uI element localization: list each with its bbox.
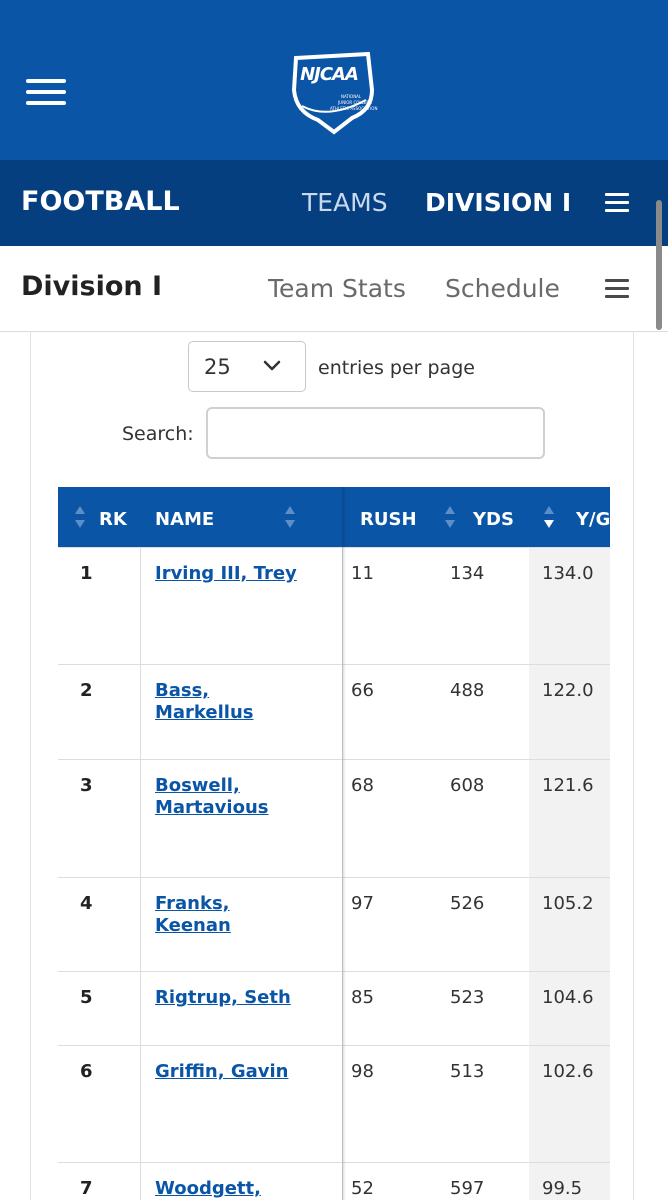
chevron-down-icon	[263, 360, 281, 371]
search-input[interactable]	[206, 407, 545, 459]
search-label: Search:	[122, 423, 194, 445]
cell-rush: 68	[351, 775, 374, 796]
sort-icon[interactable]	[74, 504, 86, 530]
cell-yds: 523	[450, 987, 485, 1008]
table-row: 5 Rigtrup, Seth 85 523 104.6	[58, 971, 610, 1045]
logo-wordmark: NJCAA	[300, 64, 359, 85]
cell-rank: 3	[80, 775, 93, 796]
logo-subtext: NATIONAL	[341, 94, 362, 99]
sort-icon[interactable]	[284, 504, 296, 530]
sub-nav-bar	[0, 246, 668, 332]
sort-icon[interactable]	[444, 504, 456, 530]
cell-yg: 99.5	[542, 1178, 583, 1199]
player-link[interactable]: Franks, Keenan	[155, 893, 231, 936]
entries-per-page-select[interactable]: 25	[188, 341, 306, 392]
hamburger-icon[interactable]	[26, 79, 66, 105]
sorted-column-highlight	[529, 547, 610, 1200]
nav-link-schedule[interactable]: Schedule	[445, 274, 560, 303]
table-row: 4 Franks, Keenan 97 526 105.2	[58, 877, 610, 971]
page-scrollbar[interactable]	[656, 200, 662, 330]
cell-yg: 105.2	[542, 893, 594, 914]
column-divider	[342, 547, 343, 1200]
cell-yg: 104.6	[542, 987, 594, 1008]
cell-yg: 122.0	[542, 680, 594, 701]
cell-yds: 513	[450, 1061, 485, 1082]
njcaa-logo[interactable]: NATIONAL JUNIOR COLLEGE ATHLETIC ASSOCIA…	[288, 48, 378, 136]
player-link[interactable]: Woodgett,	[155, 1178, 261, 1199]
column-header-rk[interactable]: RK	[99, 509, 127, 530]
logo-shield-icon: NATIONAL JUNIOR COLLEGE ATHLETIC ASSOCIA…	[291, 51, 377, 135]
cell-yds: 597	[450, 1178, 485, 1199]
cell-yds: 608	[450, 775, 485, 796]
player-link[interactable]: Griffin, Gavin	[155, 1061, 289, 1082]
cell-rush: 52	[351, 1178, 374, 1199]
nav-link-team-stats[interactable]: Team Stats	[268, 274, 406, 303]
cell-yds: 134	[450, 563, 485, 584]
player-link[interactable]: Rigtrup, Seth	[155, 987, 291, 1008]
sort-descending-icon[interactable]	[543, 504, 555, 530]
table-row: 2 Bass, Markellus 66 488 122.0	[58, 664, 610, 759]
cell-yg: 134.0	[542, 563, 594, 584]
player-link[interactable]: Boswell, Martavious	[155, 775, 269, 818]
cell-rank: 4	[80, 893, 93, 914]
column-header-yds[interactable]: YDS	[473, 509, 514, 530]
cell-rush: 66	[351, 680, 374, 701]
cell-rank: 7	[80, 1178, 93, 1199]
cell-yg: 102.6	[542, 1061, 594, 1082]
entries-value: 25	[204, 355, 231, 379]
column-header-rush[interactable]: RUSH	[360, 509, 417, 530]
table-row: 6 Griffin, Gavin 98 513 102.6	[58, 1045, 610, 1162]
column-divider	[140, 547, 141, 1200]
page-title: Division I	[21, 271, 163, 302]
nav-link-division-i[interactable]: DIVISION I	[425, 188, 572, 217]
cell-yds: 526	[450, 893, 485, 914]
cell-rank: 1	[80, 563, 93, 584]
cell-rank: 2	[80, 680, 93, 701]
table-row: 1 Irving III, Trey 11 134 134.0	[58, 547, 610, 664]
sport-menu-icon[interactable]	[605, 193, 629, 213]
cell-rush: 85	[351, 987, 374, 1008]
sub-menu-icon[interactable]	[605, 279, 629, 299]
cell-rush: 97	[351, 893, 374, 914]
logo-subtext: ATHLETIC ASSOCIATION	[330, 106, 377, 111]
table-row: 7 Woodgett, 52 597 99.5	[58, 1162, 610, 1200]
content-panel	[30, 332, 634, 1200]
sport-nav-bar	[0, 160, 668, 246]
column-header-yg[interactable]: Y/G	[576, 509, 610, 530]
cell-rank: 6	[80, 1061, 93, 1082]
cell-yg: 121.6	[542, 775, 594, 796]
player-link[interactable]: Irving III, Trey	[155, 563, 297, 584]
table-header: RK NAME RUSH YDS Y/G	[58, 487, 610, 547]
nav-link-teams[interactable]: TEAMS	[302, 188, 388, 217]
table-row: 3 Boswell, Martavious 68 608 121.6	[58, 759, 610, 877]
logo-subtext: JUNIOR COLLEGE	[337, 100, 373, 105]
entries-label: entries per page	[318, 357, 475, 379]
sport-title[interactable]: FOOTBALL	[21, 186, 180, 217]
cell-rush: 11	[351, 563, 374, 584]
cell-rush: 98	[351, 1061, 374, 1082]
cell-yds: 488	[450, 680, 485, 701]
cell-rank: 5	[80, 987, 93, 1008]
column-header-name[interactable]: NAME	[155, 509, 215, 530]
fixed-column-shadow	[342, 487, 346, 1200]
player-link[interactable]: Bass, Markellus	[155, 680, 254, 723]
